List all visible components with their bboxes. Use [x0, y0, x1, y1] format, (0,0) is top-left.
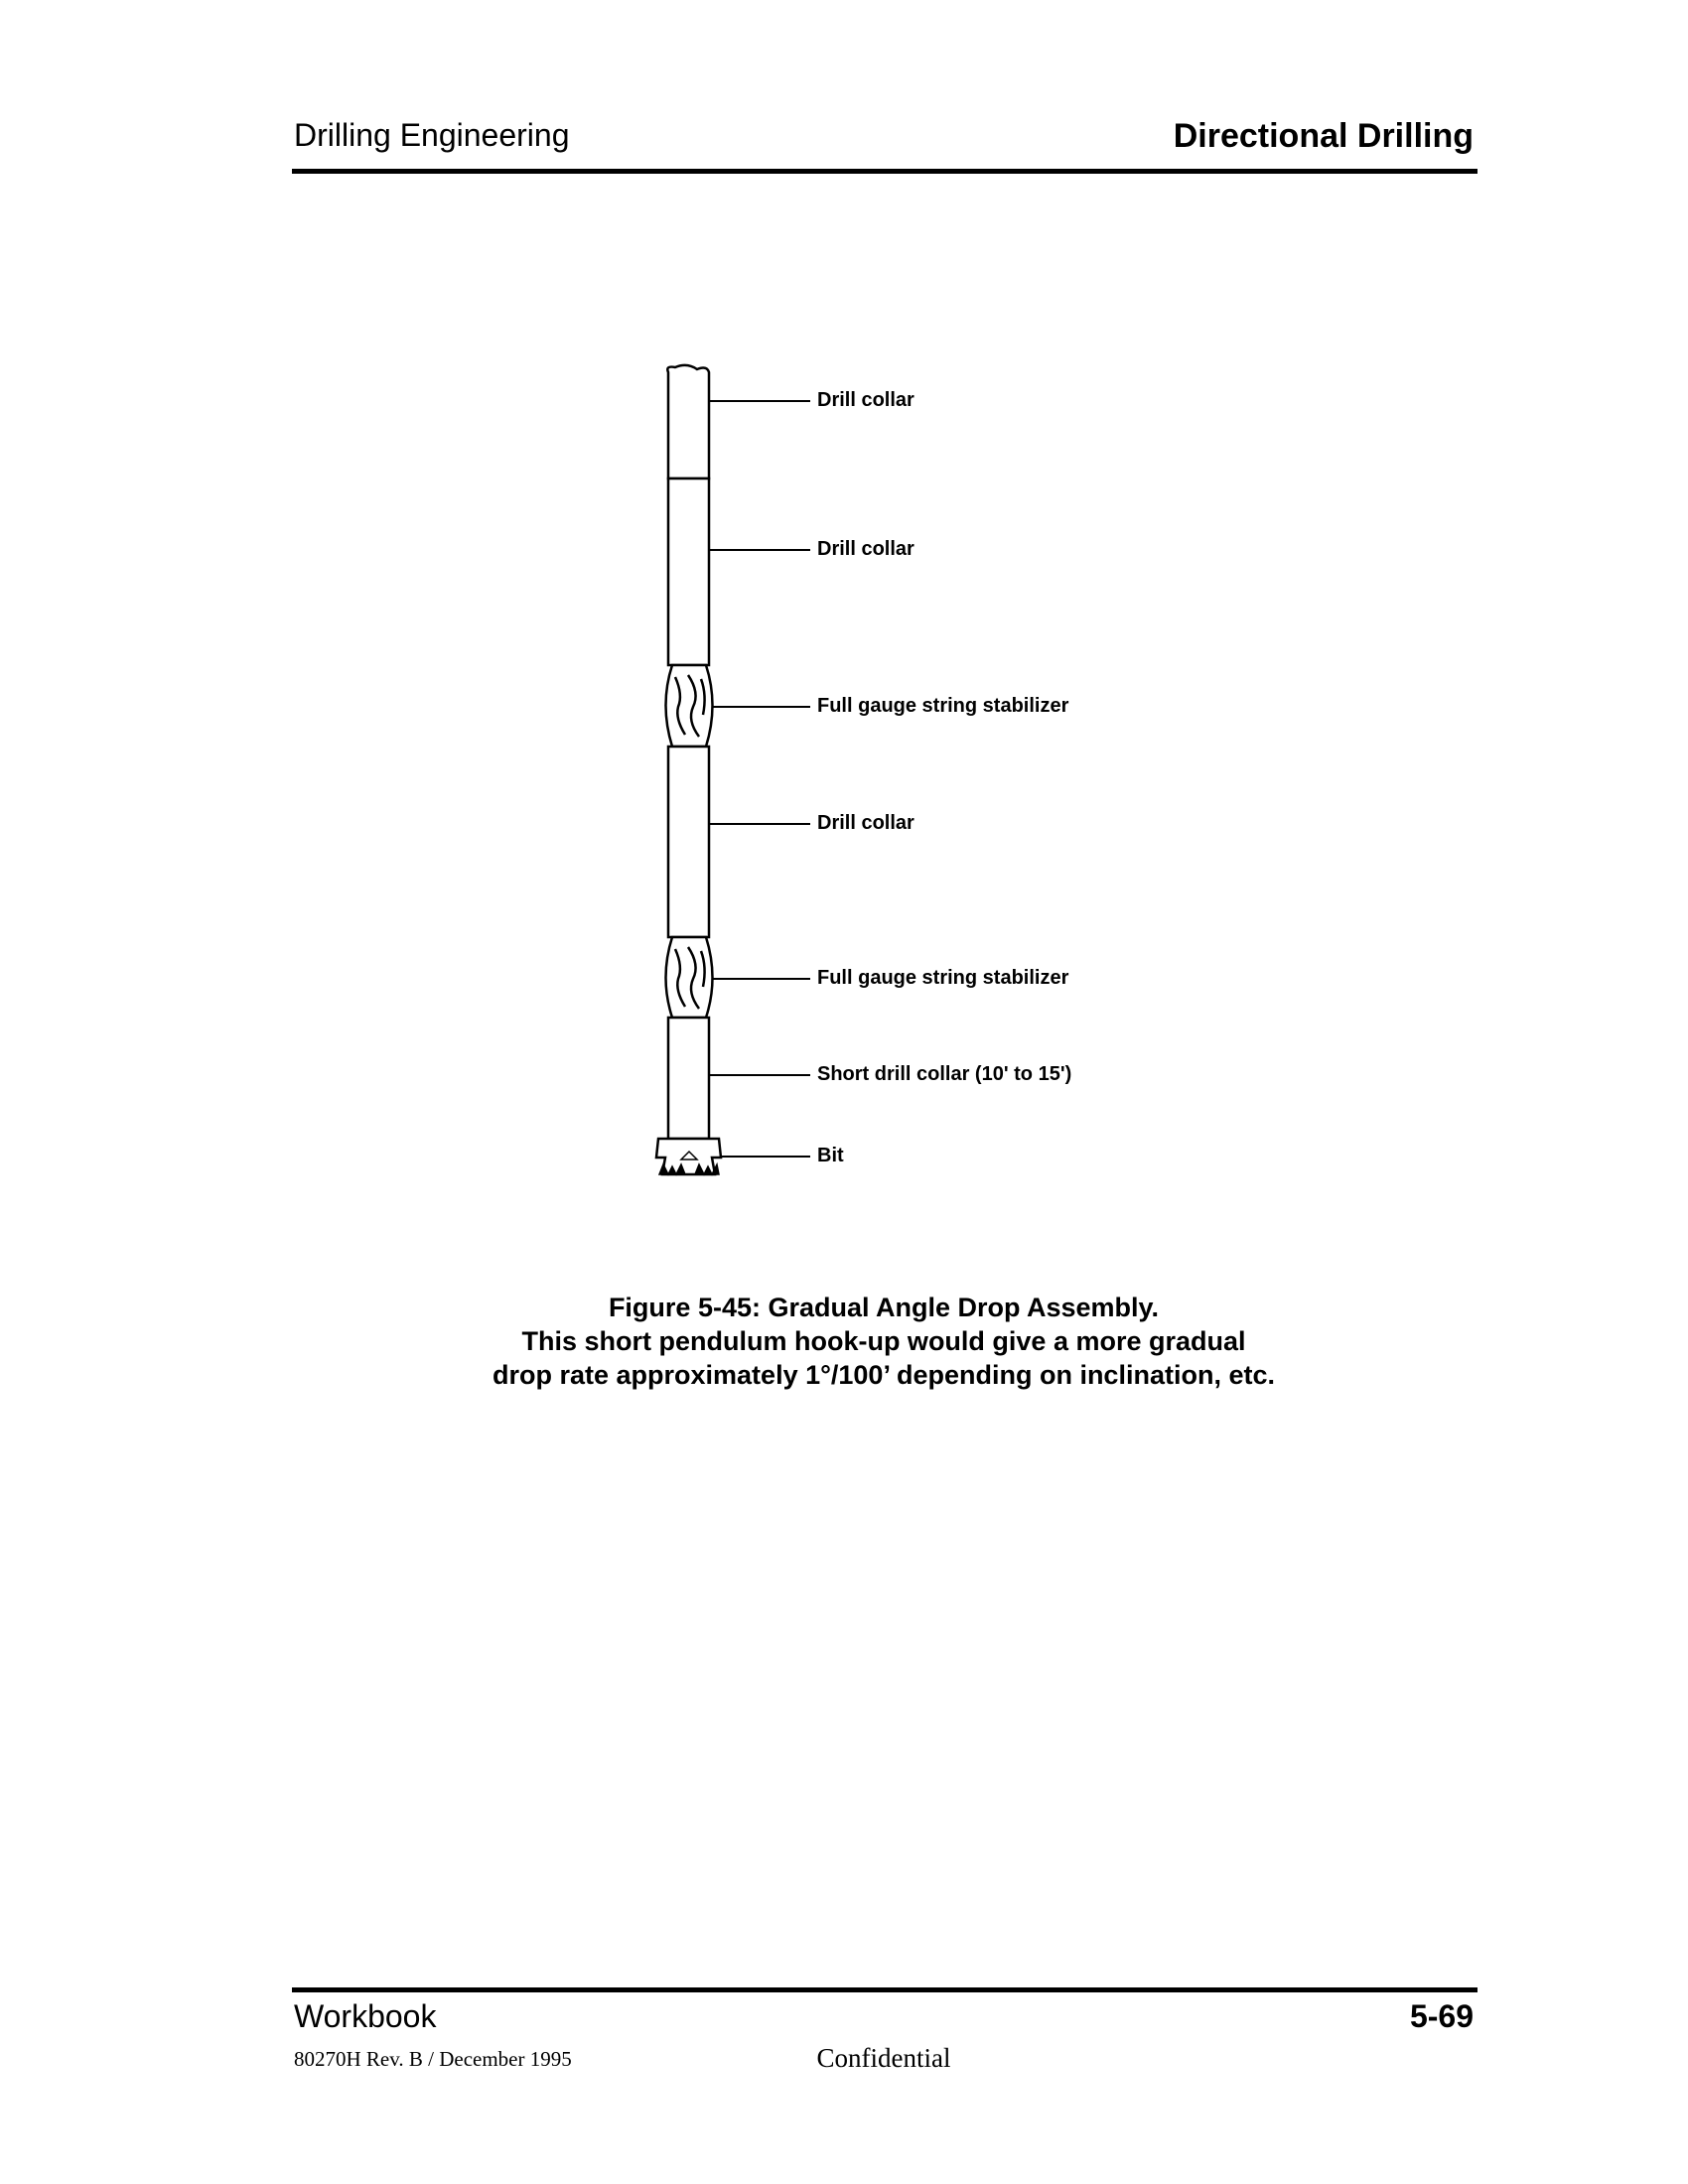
label-bit: Bit [817, 1145, 844, 1166]
leader-drill-collar-2 [709, 549, 810, 551]
label-short-drill-collar: Short drill collar (10' to 15') [817, 1063, 1072, 1085]
stabilizer-blades [673, 674, 706, 1010]
header-rule [292, 169, 1477, 174]
footer-left-title: Workbook [294, 1998, 437, 2034]
leader-stabilizer-2 [713, 978, 810, 980]
short-drill-collar [666, 1016, 711, 1141]
figure-caption-title: Figure 5-45: Gradual Angle Drop Assembly… [608, 1293, 1160, 1322]
leader-drill-collar-1 [709, 400, 810, 402]
bottom-hole-assembly-diagram [654, 363, 723, 1176]
leader-short-drill-collar [709, 1074, 810, 1076]
header-right-title: Directional Drilling [1173, 117, 1474, 155]
leader-drill-collar-3 [709, 823, 810, 825]
drill-collar-middle-upper [666, 477, 711, 667]
bit-cutters [657, 1150, 720, 1176]
page-number: 5-69 [1409, 1998, 1474, 2034]
label-stabilizer-2: Full gauge string stabilizer [817, 967, 1069, 989]
confidentiality-notice: Confidential [816, 2043, 951, 2073]
drill-collar-top [666, 363, 711, 480]
leader-stabilizer-1 [713, 706, 810, 708]
label-drill-collar-2: Drill collar [817, 538, 914, 560]
header-left-title: Drilling Engineering [294, 117, 570, 153]
footer-rule [292, 1987, 1477, 1992]
label-stabilizer-1: Full gauge string stabilizer [817, 695, 1069, 717]
figure-caption-line-3: drop rate approximately 1°/100’ dependin… [492, 1360, 1275, 1390]
drill-collar-middle-lower [666, 745, 711, 939]
label-drill-collar-3: Drill collar [817, 812, 914, 834]
figure-caption-line-2: This short pendulum hook-up would give a… [521, 1326, 1246, 1356]
label-drill-collar-1: Drill collar [817, 389, 914, 411]
revision-info: 80270H Rev. B / December 1995 [294, 2047, 572, 2071]
leader-bit [721, 1156, 810, 1158]
